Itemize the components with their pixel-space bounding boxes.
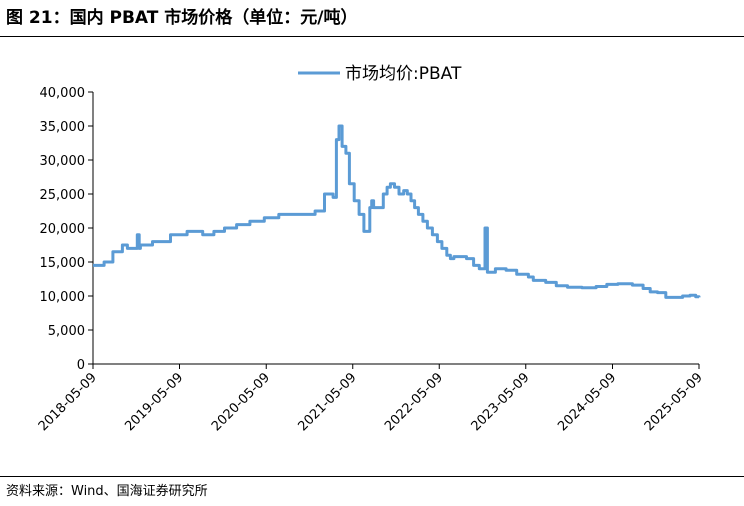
x-tick-label: 2020-05-09 (209, 370, 273, 434)
x-tick-label: 2022-05-09 (382, 370, 446, 434)
figure-title: 图 21：国内 PBAT 市场价格（单位：元/吨） (6, 8, 358, 28)
x-tick-label: 2021-05-09 (296, 370, 360, 434)
y-tick-label: 15,000 (40, 256, 86, 271)
y-tick-label: 40,000 (40, 86, 86, 101)
chart-series (93, 124, 701, 299)
x-tick-label: 2024-05-09 (555, 370, 619, 434)
y-tick-label: 30,000 (40, 154, 86, 169)
x-tick-label: 2018-05-09 (36, 370, 100, 434)
source-note: 资料来源：Wind、国海证券研究所 (6, 484, 208, 499)
y-tick-label: 10,000 (40, 290, 86, 305)
y-axis-ticks: 0 5,000 10,000 15,000 20,000 25,000 30,000 35,0… (40, 86, 93, 373)
y-tick-label: 0 (77, 358, 85, 373)
pbat-price-chart: 市场均价:PBAT 0 5,000 10,000 15,000 20,000 25,000… (36, 64, 706, 434)
y-tick-label: 20,000 (40, 222, 86, 237)
series-line-pbat-price (93, 124, 701, 299)
chart-axes (92, 92, 699, 365)
y-tick-label: 35,000 (40, 120, 86, 135)
x-tick-label: 2023-05-09 (469, 370, 533, 434)
x-tick-label: 2025-05-09 (642, 370, 706, 434)
top-divider (0, 36, 744, 37)
y-tick-label: 25,000 (40, 188, 86, 203)
x-axis-ticks: 2018-05-09 2019-05-09 2020-05-09 2021-05-09… (36, 364, 706, 434)
x-tick-label: 2019-05-09 (122, 370, 186, 434)
chart-legend: 市场均价:PBAT (298, 64, 462, 84)
bottom-divider (0, 476, 744, 477)
legend-label: 市场均价:PBAT (345, 64, 462, 84)
y-tick-label: 5,000 (48, 324, 85, 339)
